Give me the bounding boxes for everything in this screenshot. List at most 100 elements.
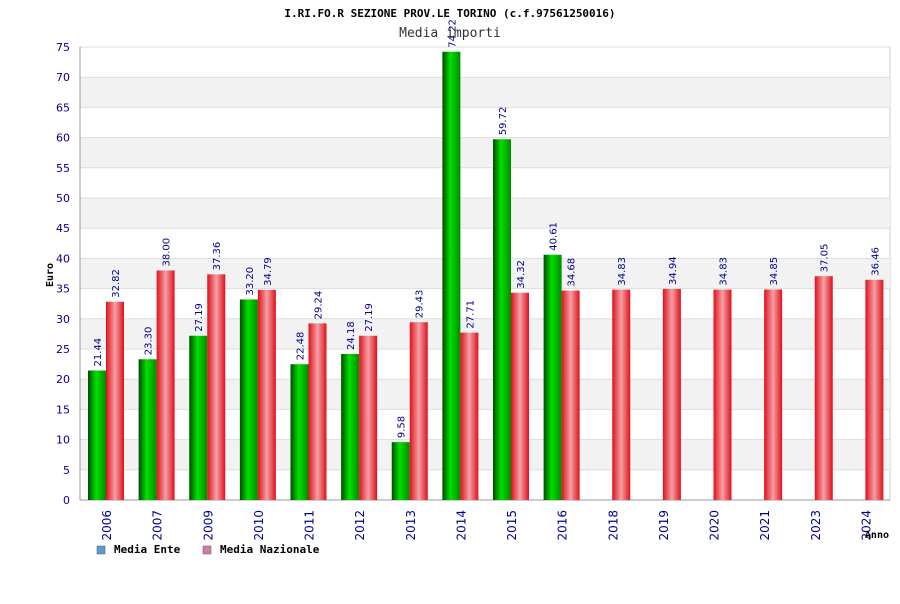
y-tick-label: 10 bbox=[56, 434, 70, 447]
x-tick-label: 2021 bbox=[758, 510, 772, 541]
y-tick-label: 15 bbox=[56, 403, 70, 416]
bar-media-ente bbox=[341, 353, 360, 500]
x-tick-label: 2011 bbox=[303, 510, 317, 541]
y-tick-label: 40 bbox=[56, 252, 70, 265]
x-tick-label: 2024 bbox=[859, 510, 873, 541]
y-tick-label: 70 bbox=[56, 71, 70, 84]
y-tick-label: 35 bbox=[56, 283, 70, 296]
y-tick-label: 60 bbox=[56, 132, 70, 145]
bar-media-ente bbox=[88, 370, 106, 500]
bar-value-label: 34.32 bbox=[516, 260, 527, 289]
y-tick-label: 50 bbox=[56, 192, 70, 205]
bar-media-nazionale bbox=[460, 332, 479, 500]
y-tick-label: 65 bbox=[56, 101, 70, 114]
bar-value-label: 34.94 bbox=[668, 256, 679, 285]
bar-value-label: 34.83 bbox=[719, 257, 730, 286]
bar-media-nazionale bbox=[156, 270, 175, 500]
bar-media-nazionale bbox=[764, 289, 783, 500]
grid-band bbox=[80, 198, 890, 229]
grid-band bbox=[80, 77, 890, 108]
bar-value-label: 38.00 bbox=[162, 238, 173, 267]
bar-value-label: 33.20 bbox=[245, 267, 256, 296]
bar-media-ente bbox=[493, 139, 511, 500]
bar-media-nazionale bbox=[814, 276, 833, 500]
bar-value-label: 27.19 bbox=[364, 303, 375, 332]
bar-media-ente bbox=[543, 254, 562, 500]
x-tick-label: 2014 bbox=[454, 510, 468, 541]
x-tick-label: 2015 bbox=[505, 510, 519, 541]
y-axis-ticks: 0 5 10 15 20 25 30 35 40 45 50 55 60 65 70 75 bbox=[56, 41, 70, 507]
y-tick-label: 30 bbox=[56, 313, 70, 326]
chart-title: I.RI.FO.R SEZIONE PROV.LE TORINO (c.f.97… bbox=[284, 7, 615, 20]
legend-swatch-media-nazionale bbox=[202, 545, 212, 555]
bar-value-label: 37.05 bbox=[820, 244, 831, 273]
x-tick-label: 2010 bbox=[252, 510, 266, 541]
legend-label-media-ente: Media Ente bbox=[114, 543, 181, 556]
bar-value-label: 22.48 bbox=[296, 332, 307, 361]
bar-value-label: 59.72 bbox=[498, 107, 509, 136]
y-tick-label: 0 bbox=[63, 494, 70, 507]
bar-media-nazionale bbox=[662, 288, 681, 500]
legend-label-media-nazionale: Media Nazionale bbox=[220, 543, 320, 556]
bar-media-nazionale bbox=[308, 323, 327, 500]
bar-value-label: 29.43 bbox=[415, 290, 426, 319]
bar-media-ente bbox=[189, 335, 208, 500]
y-tick-label: 45 bbox=[56, 222, 70, 235]
y-tick-label: 25 bbox=[56, 343, 70, 356]
bar-value-label: 21.44 bbox=[93, 338, 104, 367]
bar-value-label: 32.82 bbox=[111, 269, 122, 298]
bar-value-label: 29.24 bbox=[314, 291, 325, 320]
x-tick-label: 2018 bbox=[606, 510, 620, 541]
chart-subtitle: Media importi bbox=[399, 26, 501, 41]
bar-value-label: 74.22 bbox=[447, 19, 458, 48]
bar-media-nazionale bbox=[865, 279, 884, 500]
bar-media-nazionale bbox=[713, 289, 732, 500]
x-tick-label: 2019 bbox=[657, 510, 671, 541]
bar-media-ente bbox=[239, 299, 258, 500]
bar-value-label: 34.68 bbox=[567, 258, 578, 287]
bar-media-ente bbox=[442, 51, 461, 500]
x-tick-label: 2020 bbox=[708, 510, 722, 541]
bar-media-nazionale bbox=[207, 274, 226, 500]
bar-media-ente bbox=[391, 442, 410, 500]
x-tick-label: 2013 bbox=[404, 510, 418, 541]
x-tick-label: 2009 bbox=[201, 510, 215, 541]
x-tick-label: 2012 bbox=[353, 510, 367, 541]
legend: Media Ente Media Nazionale bbox=[96, 543, 320, 556]
bars bbox=[88, 51, 884, 500]
x-tick-label: 2007 bbox=[151, 510, 165, 541]
y-tick-label: 55 bbox=[56, 162, 70, 175]
bar-media-nazionale bbox=[511, 292, 529, 500]
bar-media-nazionale bbox=[359, 335, 378, 500]
x-axis-label: Anno bbox=[865, 530, 889, 541]
bar-value-label: 37.36 bbox=[212, 242, 223, 271]
bar-value-label: 40.61 bbox=[549, 222, 560, 251]
x-axis-ticks: 2006 2007 2009 2010 2011 2012 2013 2014 2015 2016… bbox=[100, 510, 873, 541]
bar-value-label: 36.46 bbox=[870, 247, 881, 276]
grid-band bbox=[80, 137, 890, 168]
bar-media-nazionale bbox=[561, 290, 580, 500]
legend-swatch-media-ente bbox=[96, 545, 106, 555]
bar-value-label: 24.18 bbox=[346, 321, 357, 350]
bar-value-label: 34.79 bbox=[263, 257, 274, 286]
y-tick-label: 5 bbox=[63, 464, 70, 477]
bar-media-nazionale bbox=[257, 289, 276, 500]
bar-media-nazionale bbox=[409, 322, 428, 500]
x-tick-label: 2006 bbox=[100, 510, 114, 541]
x-tick-label: 2023 bbox=[809, 510, 823, 541]
y-tick-label: 20 bbox=[56, 373, 70, 386]
bar-value-label: 27.71 bbox=[465, 300, 476, 329]
bar-media-ente bbox=[138, 359, 157, 500]
bar-media-nazionale bbox=[612, 289, 631, 500]
value-labels: 21.44 23.30 27.19 33.20 22.48 24.18 9.58 74.22 5… bbox=[93, 19, 881, 438]
bar-media-ente bbox=[290, 364, 309, 500]
bar-value-label: 27.19 bbox=[194, 303, 205, 332]
bar-value-label: 9.58 bbox=[397, 416, 408, 438]
bar-value-label: 34.85 bbox=[769, 257, 780, 286]
y-tick-label: 75 bbox=[56, 41, 70, 54]
bar-value-label: 23.30 bbox=[144, 327, 155, 356]
bar-media-nazionale bbox=[106, 301, 124, 500]
bar-value-label: 34.83 bbox=[617, 257, 628, 286]
